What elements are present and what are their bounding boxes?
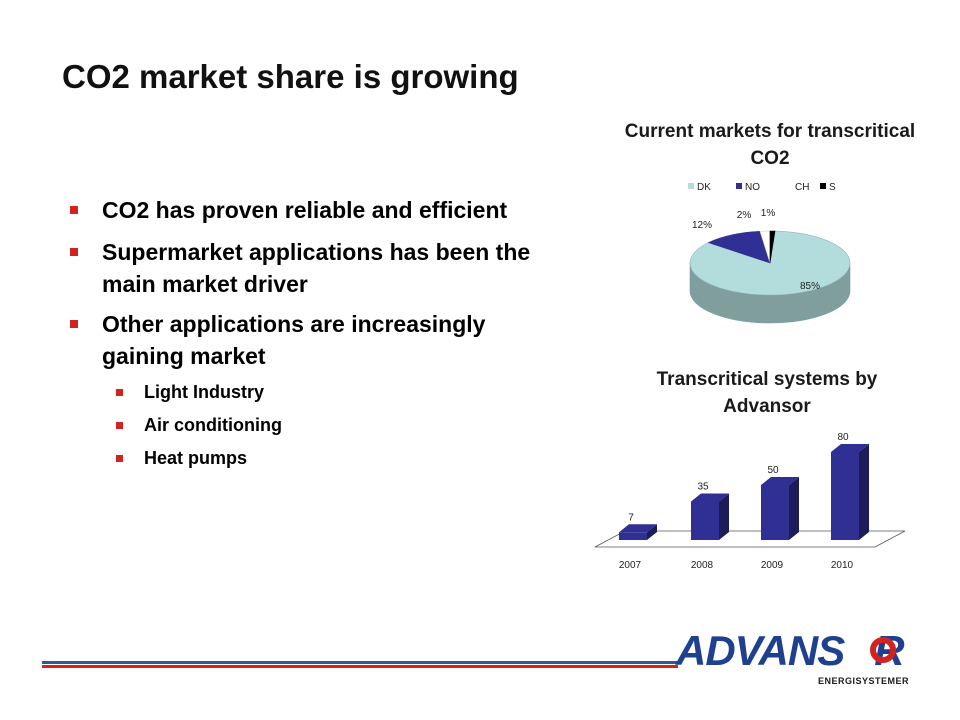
pie-data-label: 1% xyxy=(761,208,776,219)
legend-label: DK xyxy=(697,182,711,193)
bar-category-label: 2009 xyxy=(761,560,784,571)
legend-label: S xyxy=(829,182,836,193)
logo-subtitle: ENERGISYSTEMER xyxy=(818,676,910,686)
bullet-item: Other applications are increasingly gain… xyxy=(62,308,532,372)
bar-top xyxy=(761,477,799,485)
bar-top xyxy=(619,524,657,533)
pie-slice xyxy=(769,230,776,264)
bar-side xyxy=(719,493,729,540)
slide-title: CO2 market share is growing xyxy=(62,58,519,95)
bar-top xyxy=(831,444,869,452)
bar-data-label: 50 xyxy=(767,465,779,476)
pie-data-label: 12% xyxy=(692,220,712,231)
bar-data-label: 35 xyxy=(697,482,709,493)
bar-category-label: 2007 xyxy=(619,560,642,571)
bar-data-label: 80 xyxy=(837,432,849,443)
advansor-logo: ADVANS R ENERGISYSTEMER xyxy=(676,628,916,688)
pie-chart: DK NO CH S 85% 12% 2% 1% xyxy=(688,182,851,324)
bar-side xyxy=(789,477,799,540)
bar-chart-floor xyxy=(594,530,906,548)
bar-data-label: 7 xyxy=(628,512,634,523)
sub-bullet-text: Heat pumps xyxy=(144,448,248,468)
logo-o-ring-icon xyxy=(870,637,896,663)
pie-slice xyxy=(707,230,771,264)
sub-bullet-text: Air conditioning xyxy=(144,415,282,435)
bar xyxy=(691,501,719,540)
bar-category-label: 2010 xyxy=(831,560,854,571)
bullet-square-icon xyxy=(116,422,123,429)
bullet-square-icon xyxy=(116,455,123,462)
bullet-square-icon xyxy=(70,320,78,328)
sub-bullet-item: Air conditioning xyxy=(62,413,532,437)
footer-divider-blue xyxy=(42,661,678,664)
legend-label: NO xyxy=(745,182,760,193)
bar xyxy=(619,532,647,540)
bullet-square-icon xyxy=(116,389,123,396)
bullet-square-icon xyxy=(70,248,78,256)
bar xyxy=(831,452,859,540)
pie-chart-title: Current markets for transcritical CO2 xyxy=(624,121,916,169)
legend-swatch xyxy=(785,182,793,190)
sub-bullet-item: Light Industry xyxy=(62,380,532,404)
sub-bullet-text: Light Industry xyxy=(144,382,264,402)
bullet-text: Supermarket applications has been the ma… xyxy=(102,239,531,297)
logo-wordmark: ADVANS R xyxy=(676,627,905,674)
bullet-text: Other applications are increasingly gain… xyxy=(102,311,486,369)
legend-swatch xyxy=(820,183,826,189)
bar-category-label: 2008 xyxy=(691,560,714,571)
bar xyxy=(761,485,789,540)
legend-swatch xyxy=(688,183,694,189)
bar-chart: 7 2007 35 2008 50 2009 80 2010 xyxy=(594,432,906,571)
pie-data-label: 85% xyxy=(800,281,820,292)
bullet-square-icon xyxy=(70,206,78,214)
bar-side xyxy=(859,444,869,540)
bar-top xyxy=(691,493,729,502)
bullet-item: Supermarket applications has been the ma… xyxy=(62,236,532,300)
legend-swatch xyxy=(736,183,742,189)
bullet-item: CO2 has proven reliable and efficient xyxy=(62,194,532,226)
bar-side xyxy=(647,524,657,540)
bar-chart-title: Transcritical systems by Advansor xyxy=(656,369,878,417)
legend-label: CH xyxy=(795,182,809,193)
sub-bullet-item: Heat pumps xyxy=(62,446,532,470)
footer-divider-red xyxy=(42,665,678,668)
pie-data-label: 2% xyxy=(737,210,752,221)
bullet-list: CO2 has proven reliable and efficient Su… xyxy=(62,194,532,479)
bullet-text: CO2 has proven reliable and efficient xyxy=(102,197,508,223)
